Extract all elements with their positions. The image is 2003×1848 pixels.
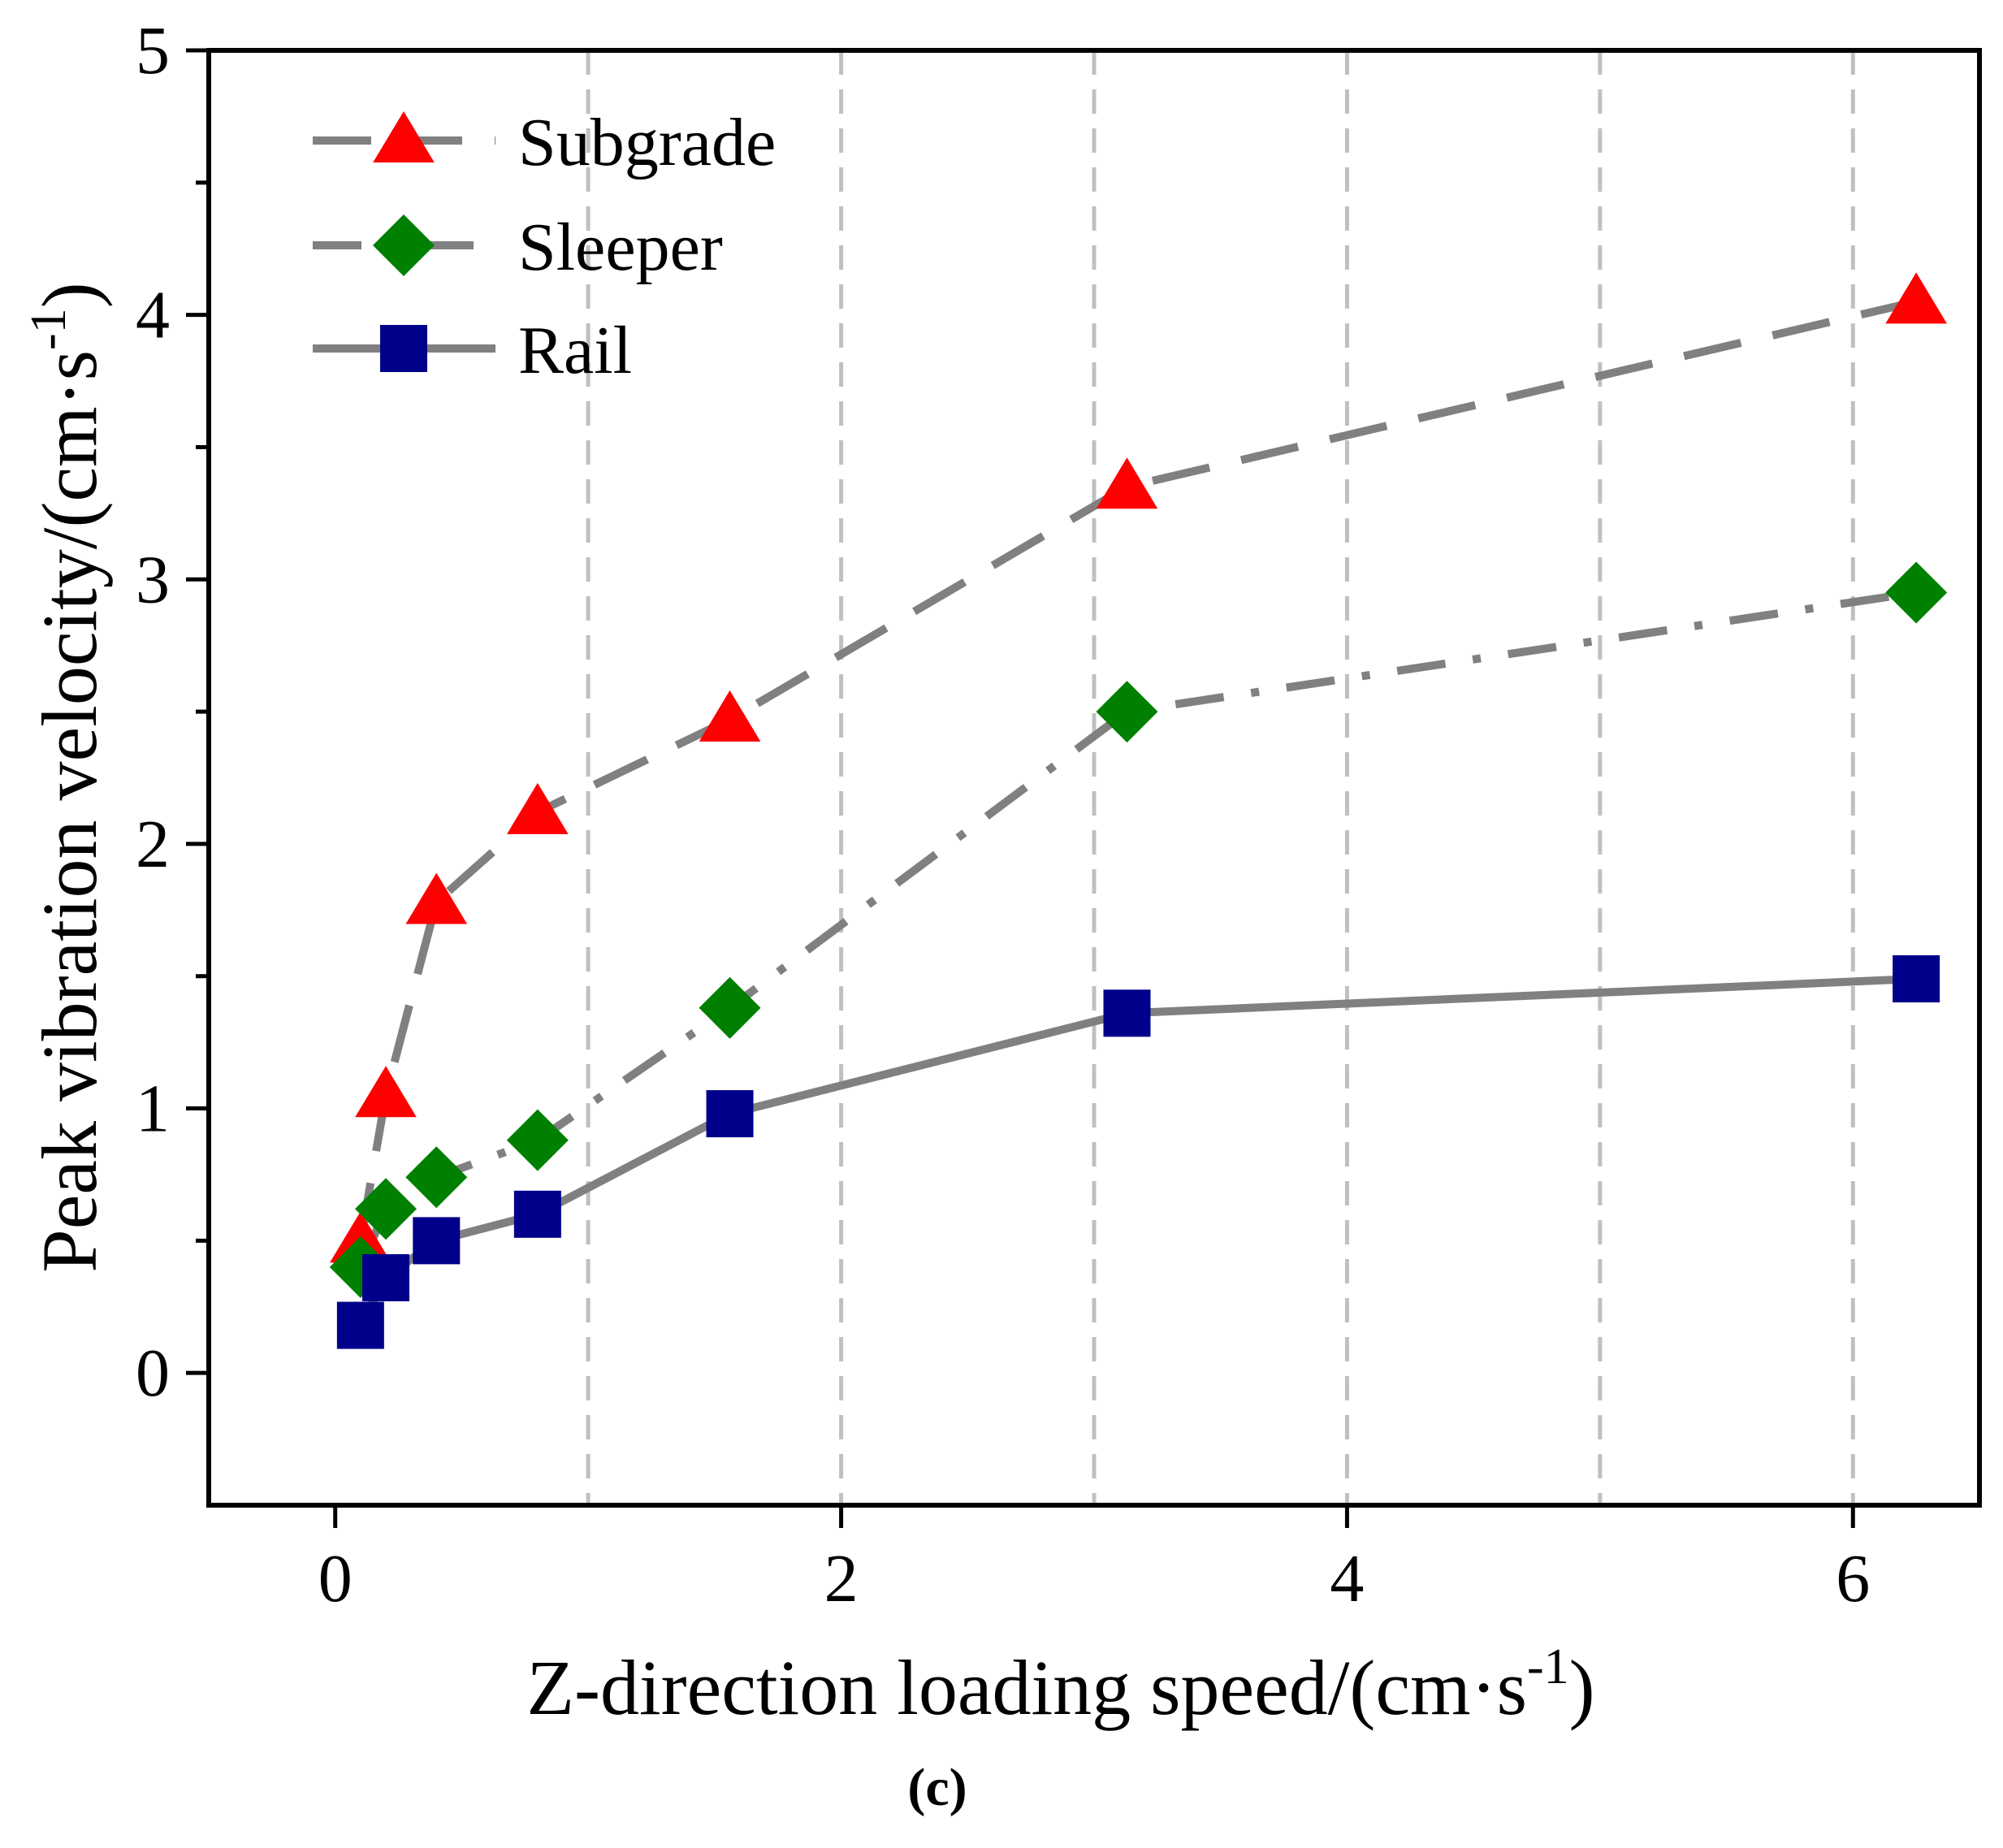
legend-marker-sleeper [373,214,435,276]
y-tick-label: 5 [136,13,170,89]
legend-label-subgrade: Subgrade [518,105,776,180]
data-point-rail [362,1253,409,1301]
y-tick-label: 1 [136,1071,170,1147]
data-point-sleeper [405,1146,468,1209]
x-tick-label: 6 [1836,1541,1870,1616]
x-tick-label: 2 [824,1541,859,1616]
data-point-rail [1893,954,1940,1002]
y-tick-label: 2 [136,807,170,882]
legend-marker-subgrade [373,111,435,162]
data-point-rail [1103,989,1151,1037]
data-point-sleeper [1885,561,1948,624]
series-line-subgrade [356,297,1918,1242]
data-point-rail [513,1190,561,1238]
x-axis-title: Z-direction loading speed/(cm·s-1) [526,1639,1594,1731]
data-point-sleeper [355,1178,417,1240]
y-tick-label: 3 [136,542,170,617]
data-point-sleeper [506,1109,569,1171]
data-point-subgrade [507,782,569,834]
y-axis-title: Peak vibration velocity/(cm·s-1) [21,282,113,1272]
x-tick-label: 4 [1330,1541,1364,1616]
y-tick-label: 0 [136,1335,170,1411]
legend-label-rail: Rail [518,313,632,388]
legend: Subgrade Sleeper Rail [313,105,776,388]
data-point-subgrade [355,1066,417,1118]
plot-frame [206,48,1982,1508]
data-point-subgrade [1885,272,1947,324]
legend-label-sleeper: Sleeper [518,210,723,285]
data-point-subgrade [699,690,761,742]
y-tick-label: 4 [136,278,170,353]
grid-layer [586,50,1855,1505]
data-point-rail [706,1090,754,1138]
data-point-rail [413,1217,461,1265]
x-tick-label: 0 [318,1541,353,1616]
figure-caption: (c) [907,1758,967,1817]
data-point-subgrade [405,872,468,924]
series-layer [329,272,1948,1349]
tick-layer: 0 2 4 6 0 1 2 3 4 5 [136,13,1870,1616]
data-point-sleeper [699,976,761,1039]
data-point-sleeper [1096,681,1158,743]
data-point-subgrade [1096,457,1158,509]
legend-marker-rail [380,325,427,372]
data-point-rail [336,1301,384,1349]
